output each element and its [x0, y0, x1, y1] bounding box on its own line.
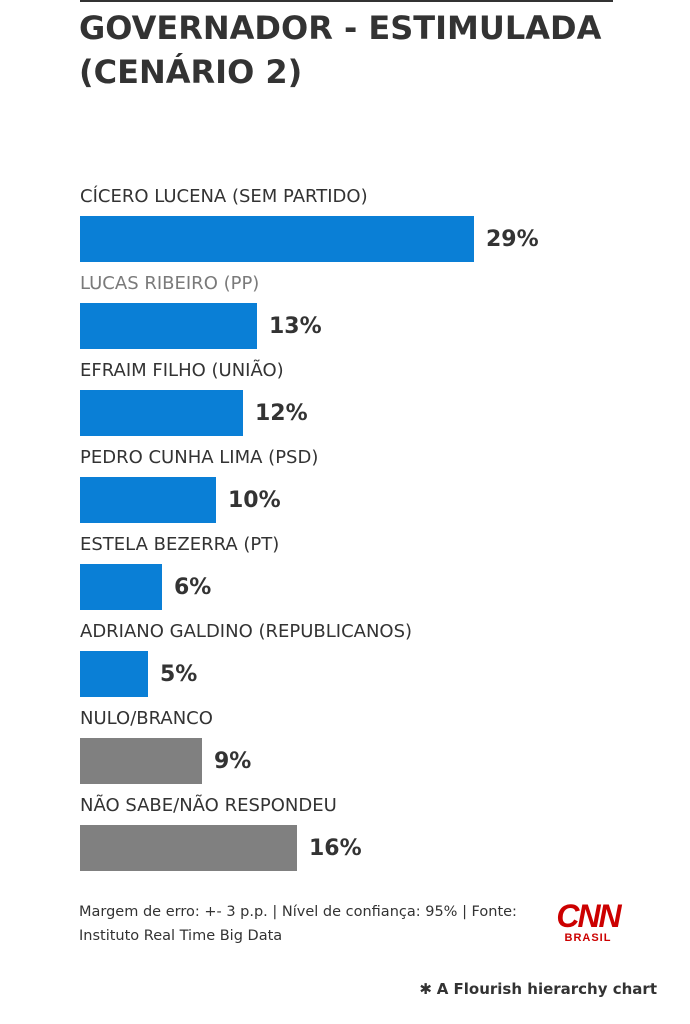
chart-title-line-1: GOVERNADOR - ESTIMULADA [79, 9, 602, 47]
bar [80, 564, 162, 610]
category-label: LUCAS RIBEIRO (PP) [80, 273, 260, 294]
bar [80, 390, 243, 436]
category-label: NÃO SABE/NÃO RESPONDEU [80, 795, 337, 816]
bar-row: ESTELA BEZERRA (PT) 6% [80, 533, 660, 620]
bar-row: NÃO SABE/NÃO RESPONDEU 16% [80, 794, 660, 881]
value-label: 12% [255, 401, 308, 426]
category-label: ESTELA BEZERRA (PT) [80, 534, 280, 555]
category-label: CÍCERO LUCENA (SEM PARTIDO) [80, 186, 368, 207]
bar [80, 477, 216, 523]
value-label: 16% [309, 836, 362, 861]
bar-row: LUCAS RIBEIRO (PP) 13% [80, 272, 660, 359]
flourish-credit-text: A Flourish hierarchy chart [436, 980, 657, 998]
value-label: 29% [486, 227, 539, 252]
bar-row: EFRAIM FILHO (UNIÃO) 12% [80, 359, 660, 446]
cnn-logo-subtext: BRASIL [564, 932, 612, 944]
source-note-line-2: Instituto Real Time Big Data [79, 928, 283, 944]
value-label: 6% [174, 575, 212, 600]
bar-row: PEDRO CUNHA LIMA (PSD) 10% [80, 446, 660, 533]
category-label: NULO/BRANCO [80, 708, 213, 729]
bar-row: ADRIANO GALDINO (REPUBLICANOS) 5% [80, 620, 660, 707]
bar [80, 825, 297, 871]
top-rule [80, 0, 613, 2]
category-label: EFRAIM FILHO (UNIÃO) [80, 360, 284, 381]
category-label: ADRIANO GALDINO (REPUBLICANOS) [80, 621, 413, 642]
bar [80, 738, 202, 784]
value-label: 9% [214, 749, 252, 774]
source-note-line-1: Margem de erro: +- 3 p.p. | Nível de con… [79, 904, 517, 920]
flourish-asterisk-icon: ✱ [419, 980, 432, 998]
cnn-brasil-logo: CNN BRASIL [556, 898, 621, 946]
flourish-credit-link[interactable]: ✱ A Flourish hierarchy chart [417, 979, 657, 999]
bar-row: CÍCERO LUCENA (SEM PARTIDO) 29% [80, 185, 660, 272]
chart-title: GOVERNADOR - ESTIMULADA (CENÁRIO 2) [79, 6, 659, 94]
value-label: 13% [269, 314, 322, 339]
category-label: PEDRO CUNHA LIMA (PSD) [80, 447, 319, 468]
bar [80, 303, 257, 349]
chart-title-line-2: (CENÁRIO 2) [79, 53, 303, 91]
source-note: Margem de erro: +- 3 p.p. | Nível de con… [79, 900, 559, 948]
bar-chart: CÍCERO LUCENA (SEM PARTIDO) 29% LUCAS RIBE… [0, 185, 690, 885]
value-label: 10% [228, 488, 281, 513]
value-label: 5% [160, 662, 198, 687]
cnn-logo-mark: CNN [556, 898, 621, 934]
bar [80, 651, 148, 697]
bar [80, 216, 474, 262]
bar-row: NULO/BRANCO 9% [80, 707, 660, 794]
